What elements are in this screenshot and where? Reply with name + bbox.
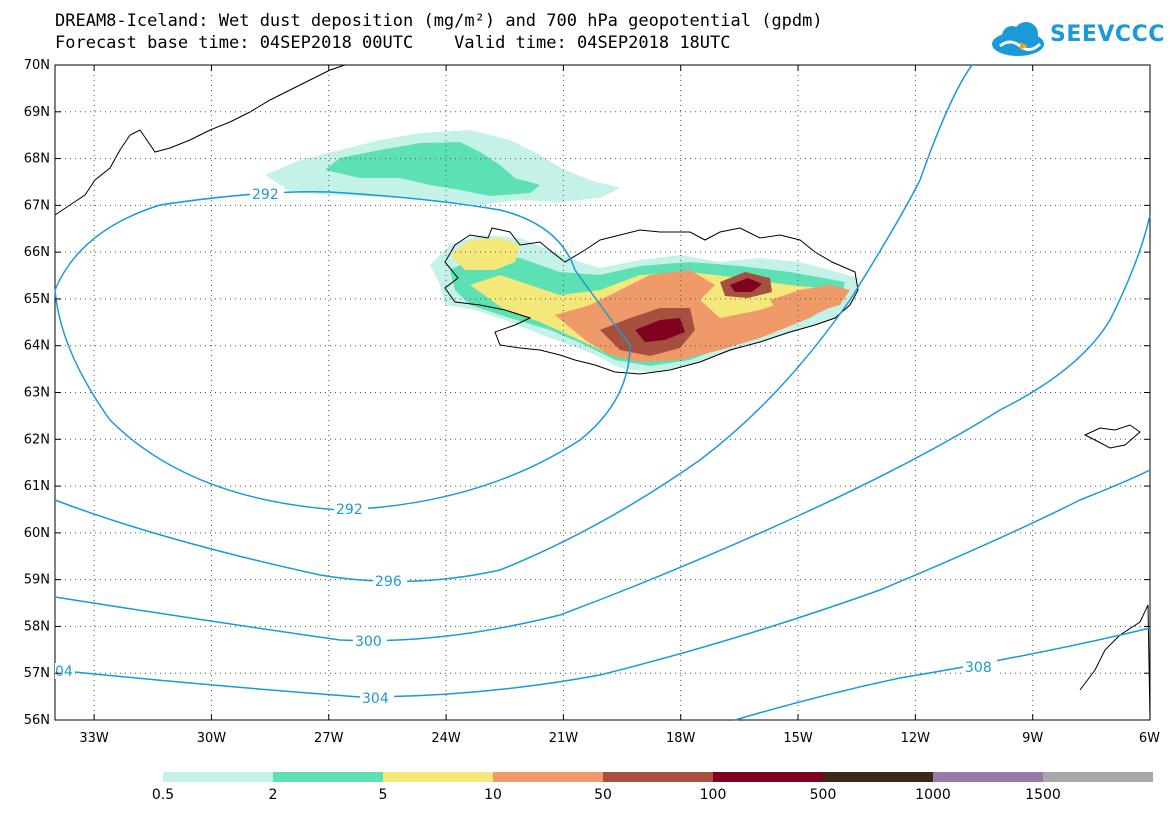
lat-label-68N: 68N bbox=[24, 152, 50, 167]
legend-swatch-6 bbox=[823, 772, 933, 782]
contour-labels: 292 292 296 300 304 04 308 bbox=[55, 186, 997, 707]
contour-label-300: 300 bbox=[355, 634, 382, 650]
lat-label-65N: 65N bbox=[24, 292, 50, 307]
graticule bbox=[55, 65, 1150, 720]
logo-text: SEEVCCC bbox=[1050, 22, 1165, 47]
map-title: DREAM8-Iceland: Wet dust deposition (mg/… bbox=[55, 11, 823, 31]
dust-patch-iceland-max bbox=[635, 318, 685, 342]
lon-label-33W: 33W bbox=[79, 731, 109, 746]
color-legend bbox=[163, 772, 1153, 782]
lat-label-66N: 66N bbox=[24, 245, 50, 260]
dust-patch-se-orange bbox=[770, 285, 850, 315]
latitude-labels: 70N 69N 68N 67N 66N 65N 64N 63N 62N 61N 60N 59N 58N 5… bbox=[24, 58, 50, 728]
plot-frame bbox=[54, 64, 1151, 721]
dust-patch-westfjords bbox=[450, 238, 520, 270]
lat-label-57N: 57N bbox=[24, 666, 50, 681]
greenland-coast bbox=[54, 64, 346, 216]
cloud-icon bbox=[992, 22, 1044, 56]
legend-label-0: 0.5 bbox=[151, 787, 175, 803]
lon-label-21W: 21W bbox=[549, 731, 579, 746]
contour-304 bbox=[54, 469, 1151, 698]
dust-deposition-field bbox=[265, 130, 858, 372]
contour-300 bbox=[54, 214, 1151, 642]
legend-label-2: 5 bbox=[378, 787, 388, 803]
legend-label-7: 1000 bbox=[915, 787, 951, 803]
lon-label-12W: 12W bbox=[901, 731, 931, 746]
lat-label-59N: 59N bbox=[24, 573, 50, 588]
legend-swatch-5 bbox=[713, 772, 823, 782]
lon-label-18W: 18W bbox=[666, 731, 696, 746]
contour-label-304-edge: 04 bbox=[55, 664, 73, 680]
legend-label-5: 100 bbox=[699, 787, 727, 803]
lat-label-70N: 70N bbox=[24, 58, 50, 73]
lat-label-56N: 56N bbox=[24, 713, 50, 728]
contour-label-304: 304 bbox=[362, 691, 389, 707]
lon-label-30W: 30W bbox=[197, 731, 227, 746]
dust-patch-east-max bbox=[730, 278, 762, 292]
contour-label-308: 308 bbox=[965, 660, 992, 676]
legend-label-8: 1500 bbox=[1025, 787, 1061, 803]
iceland-coast bbox=[444, 227, 859, 375]
longitude-labels: 33W 30W 27W 24W 21W 18W 15W 12W 9W 6W bbox=[79, 731, 1160, 746]
lon-label-15W: 15W bbox=[783, 731, 813, 746]
contour-296 bbox=[54, 64, 973, 583]
contour-label-292-south: 292 bbox=[336, 502, 363, 518]
contour-label-296: 296 bbox=[375, 574, 402, 590]
lat-label-67N: 67N bbox=[24, 198, 50, 213]
lat-label-63N: 63N bbox=[24, 386, 50, 401]
seevccc-logo bbox=[992, 22, 1044, 56]
legend-label-1: 2 bbox=[268, 787, 278, 803]
lat-label-61N: 61N bbox=[24, 479, 50, 494]
map-subtitle: Forecast base time: 04SEP2018 00UTC Vali… bbox=[55, 33, 731, 53]
axis-ticks bbox=[55, 64, 1151, 721]
lon-label-6W: 6W bbox=[1139, 731, 1160, 746]
lat-label-64N: 64N bbox=[24, 339, 50, 354]
legend-swatch-1 bbox=[273, 772, 383, 782]
dust-patch-north-core bbox=[325, 142, 540, 196]
legend-swatch-7 bbox=[933, 772, 1043, 782]
legend-swatch-0 bbox=[163, 772, 273, 782]
legend-label-4: 50 bbox=[594, 787, 612, 803]
contour-label-292-north: 292 bbox=[252, 187, 279, 203]
legend-swatch-2 bbox=[383, 772, 493, 782]
lat-label-60N: 60N bbox=[24, 526, 50, 541]
lat-label-62N: 62N bbox=[24, 432, 50, 447]
lon-label-27W: 27W bbox=[314, 731, 344, 746]
contour-308 bbox=[734, 627, 1151, 721]
faroe-coast bbox=[1083, 424, 1141, 449]
legend-swatch-4 bbox=[603, 772, 713, 782]
legend-swatch-3 bbox=[493, 772, 603, 782]
legend-label-3: 10 bbox=[484, 787, 502, 803]
lat-label-69N: 69N bbox=[24, 105, 50, 120]
legend-label-6: 500 bbox=[809, 787, 837, 803]
lon-label-24W: 24W bbox=[431, 731, 461, 746]
lon-label-9W: 9W bbox=[1022, 731, 1043, 746]
lat-label-58N: 58N bbox=[24, 619, 50, 634]
legend-swatch-8 bbox=[1043, 772, 1153, 782]
